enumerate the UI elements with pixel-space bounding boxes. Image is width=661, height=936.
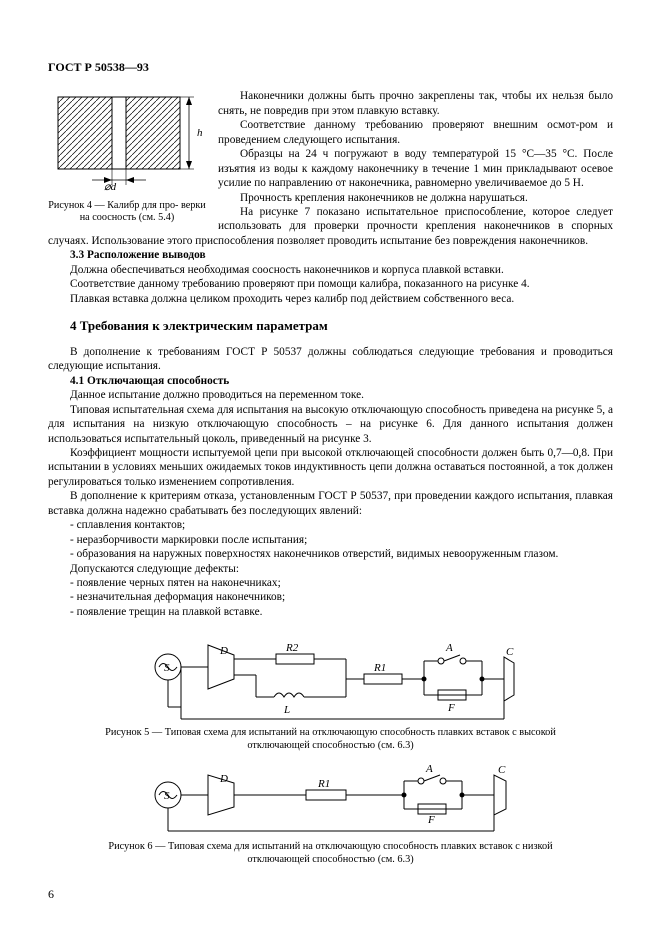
list-item: - неразборчивости маркировки после испыт… [48,533,613,547]
svg-text:R1: R1 [317,778,330,790]
svg-text:R2: R2 [285,642,299,654]
svg-text:⌀d: ⌀d [104,181,117,191]
svg-text:F: F [427,814,435,826]
document-header: ГОСТ Р 50538—93 [48,60,613,75]
svg-text:R1: R1 [373,662,386,674]
figure-6-svg: S D R1 A F [146,761,516,839]
paragraph: В дополнение к требованиям ГОСТ Р 50537 … [48,345,613,374]
paragraph: Типовая испытательная схема для испытани… [48,403,613,446]
figure-5-svg: S D R2 R1 [146,627,516,725]
paragraph: Должна обеспечиваться необходимая соосно… [48,263,613,277]
figure-4-svg: h ⌀d [48,89,206,191]
svg-text:D: D [219,773,228,785]
list-item: - незначительная деформация наконечников… [48,590,613,604]
paragraph: Соответствие данному требованию проверяю… [48,277,613,291]
svg-text:A: A [445,642,453,654]
figure-4: h ⌀d Рисунок 4 — Калибр для про- верки н… [48,89,206,224]
list-item: - образования на наружных поверхностях н… [48,547,613,561]
section-4-1-title: 4.1 Отключающая способность [70,375,229,387]
figure-6-caption: Рисунок 6 — Типовая схема для испытаний … [78,841,583,867]
svg-text:F: F [447,702,455,714]
svg-text:L: L [283,704,290,716]
section-4-1: 4.1 Отключающая способность [48,374,613,388]
page-number: 6 [48,887,54,902]
list-item: - сплавления контактов; [48,518,613,532]
section-3-3: 3.3 Расположение выводов [48,248,613,262]
list-item: - появление трещин на плавкой вставке. [48,605,613,619]
list-item: - появление черных пятен на наконечниках… [48,576,613,590]
svg-text:C: C [506,646,514,658]
paragraph: В дополнение к критериям отказа, установ… [48,489,613,518]
svg-text:C: C [498,764,506,776]
paragraph: Плавкая вставка должна целиком проходить… [48,292,613,306]
section-4-title: 4 Требования к электрическим параметрам [70,318,613,335]
svg-text:h: h [197,127,203,139]
svg-text:D: D [219,645,228,657]
svg-text:A: A [425,763,433,775]
paragraph: Данное испытание должно проводиться на п… [48,388,613,402]
paragraph: Допускаются следующие дефекты: [48,562,613,576]
figure-4-caption: Рисунок 4 — Калибр для про- верки на соо… [48,200,206,224]
section-3-3-title: 3.3 Расположение выводов [70,249,206,261]
paragraph: Коэффициент мощности испытуемой цепи при… [48,446,613,489]
figure-5-caption: Рисунок 5 — Типовая схема для испытаний … [78,727,583,753]
